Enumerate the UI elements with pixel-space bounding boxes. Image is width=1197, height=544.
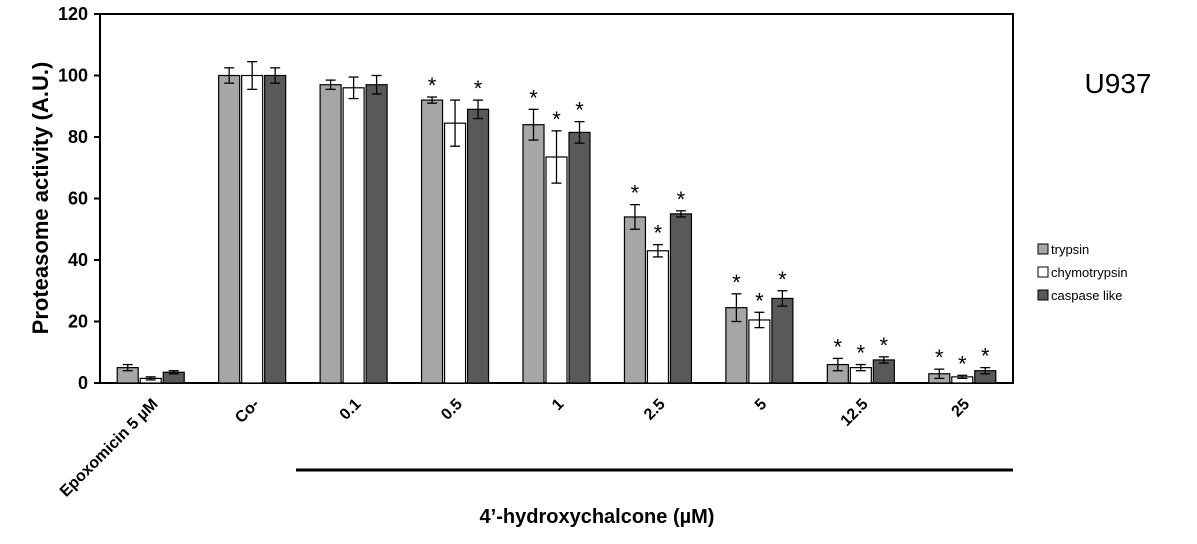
x-tick-label: 12.5	[838, 396, 872, 430]
legend: trypsin chymotrypsin caspase like	[1037, 242, 1128, 303]
bar-caspase-like	[568, 131, 591, 384]
significance-star: *	[529, 85, 538, 110]
x-tick-label: 5	[752, 396, 770, 414]
bar-caspase-like	[669, 213, 693, 384]
bar-caspase-like	[264, 74, 287, 384]
y-tick-label: 20	[68, 312, 88, 332]
significance-star: *	[552, 107, 561, 132]
legend-swatch	[1037, 266, 1049, 278]
significance-star: *	[755, 288, 764, 313]
significance-star: *	[778, 267, 787, 292]
bar-chymotrypsin	[545, 156, 568, 384]
significance-star: *	[654, 221, 663, 246]
x-tick-label: 1	[549, 396, 567, 414]
significance-star: *	[857, 341, 866, 366]
legend-label: trypsin	[1051, 242, 1089, 257]
significance-star: *	[575, 98, 584, 123]
bar-chymotrypsin	[342, 87, 365, 384]
bar-trypsin	[420, 99, 444, 384]
legend-label: chymotrypsin	[1051, 265, 1128, 280]
significance-star: *	[981, 344, 990, 369]
significance-star: *	[935, 345, 944, 370]
y-axis-label: Proteasome activity (A.U.)	[28, 62, 53, 335]
bar-caspase-like	[365, 84, 388, 384]
bar-trypsin	[623, 216, 647, 384]
significance-star: *	[428, 73, 437, 98]
panel-label: U937	[1085, 68, 1152, 99]
significance-star: *	[474, 76, 483, 101]
bar-chymotrypsin	[241, 74, 264, 384]
x-tick-label: 2.5	[641, 396, 669, 424]
x-tick-label: Epoxomicin 5 µM	[57, 396, 162, 501]
bar-chymotrypsin	[646, 250, 670, 384]
x-tick-label: 0.5	[438, 396, 466, 424]
legend-label: caspase like	[1051, 288, 1123, 303]
y-tick-label: 0	[78, 373, 88, 393]
y-tick-label: 100	[58, 66, 88, 86]
bar-trypsin	[218, 74, 241, 384]
bar-chymotrypsin	[443, 122, 467, 384]
bar-trypsin	[522, 124, 545, 384]
group-label: 4’-hydroxychalcone (µM)	[480, 506, 715, 528]
legend-swatch	[1037, 289, 1049, 301]
bar-caspase-like	[466, 108, 490, 384]
significance-star: *	[880, 333, 889, 358]
x-tick-label: Co-	[232, 396, 263, 427]
significance-star: *	[631, 181, 640, 206]
significance-star: *	[732, 270, 741, 295]
significance-star: *	[834, 334, 843, 359]
x-tick-label: 0.1	[337, 396, 365, 424]
significance-star: *	[958, 351, 967, 376]
bar-chymotrypsin	[748, 319, 771, 384]
y-tick-label: 60	[68, 189, 88, 209]
significance-star: *	[677, 187, 686, 212]
y-tick-label: 120	[58, 4, 88, 24]
y-tick-label: 40	[68, 250, 88, 270]
legend-swatch	[1037, 243, 1049, 255]
bar-caspase-like	[771, 297, 794, 384]
bar-trypsin	[319, 84, 342, 384]
x-tick-label: 25	[949, 396, 974, 421]
y-tick-label: 80	[68, 127, 88, 147]
